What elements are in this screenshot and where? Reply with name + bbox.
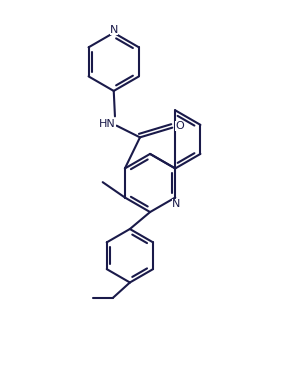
Text: O: O xyxy=(175,121,184,131)
Text: N: N xyxy=(110,24,118,34)
Text: HN: HN xyxy=(99,119,116,129)
Text: N: N xyxy=(172,199,180,209)
